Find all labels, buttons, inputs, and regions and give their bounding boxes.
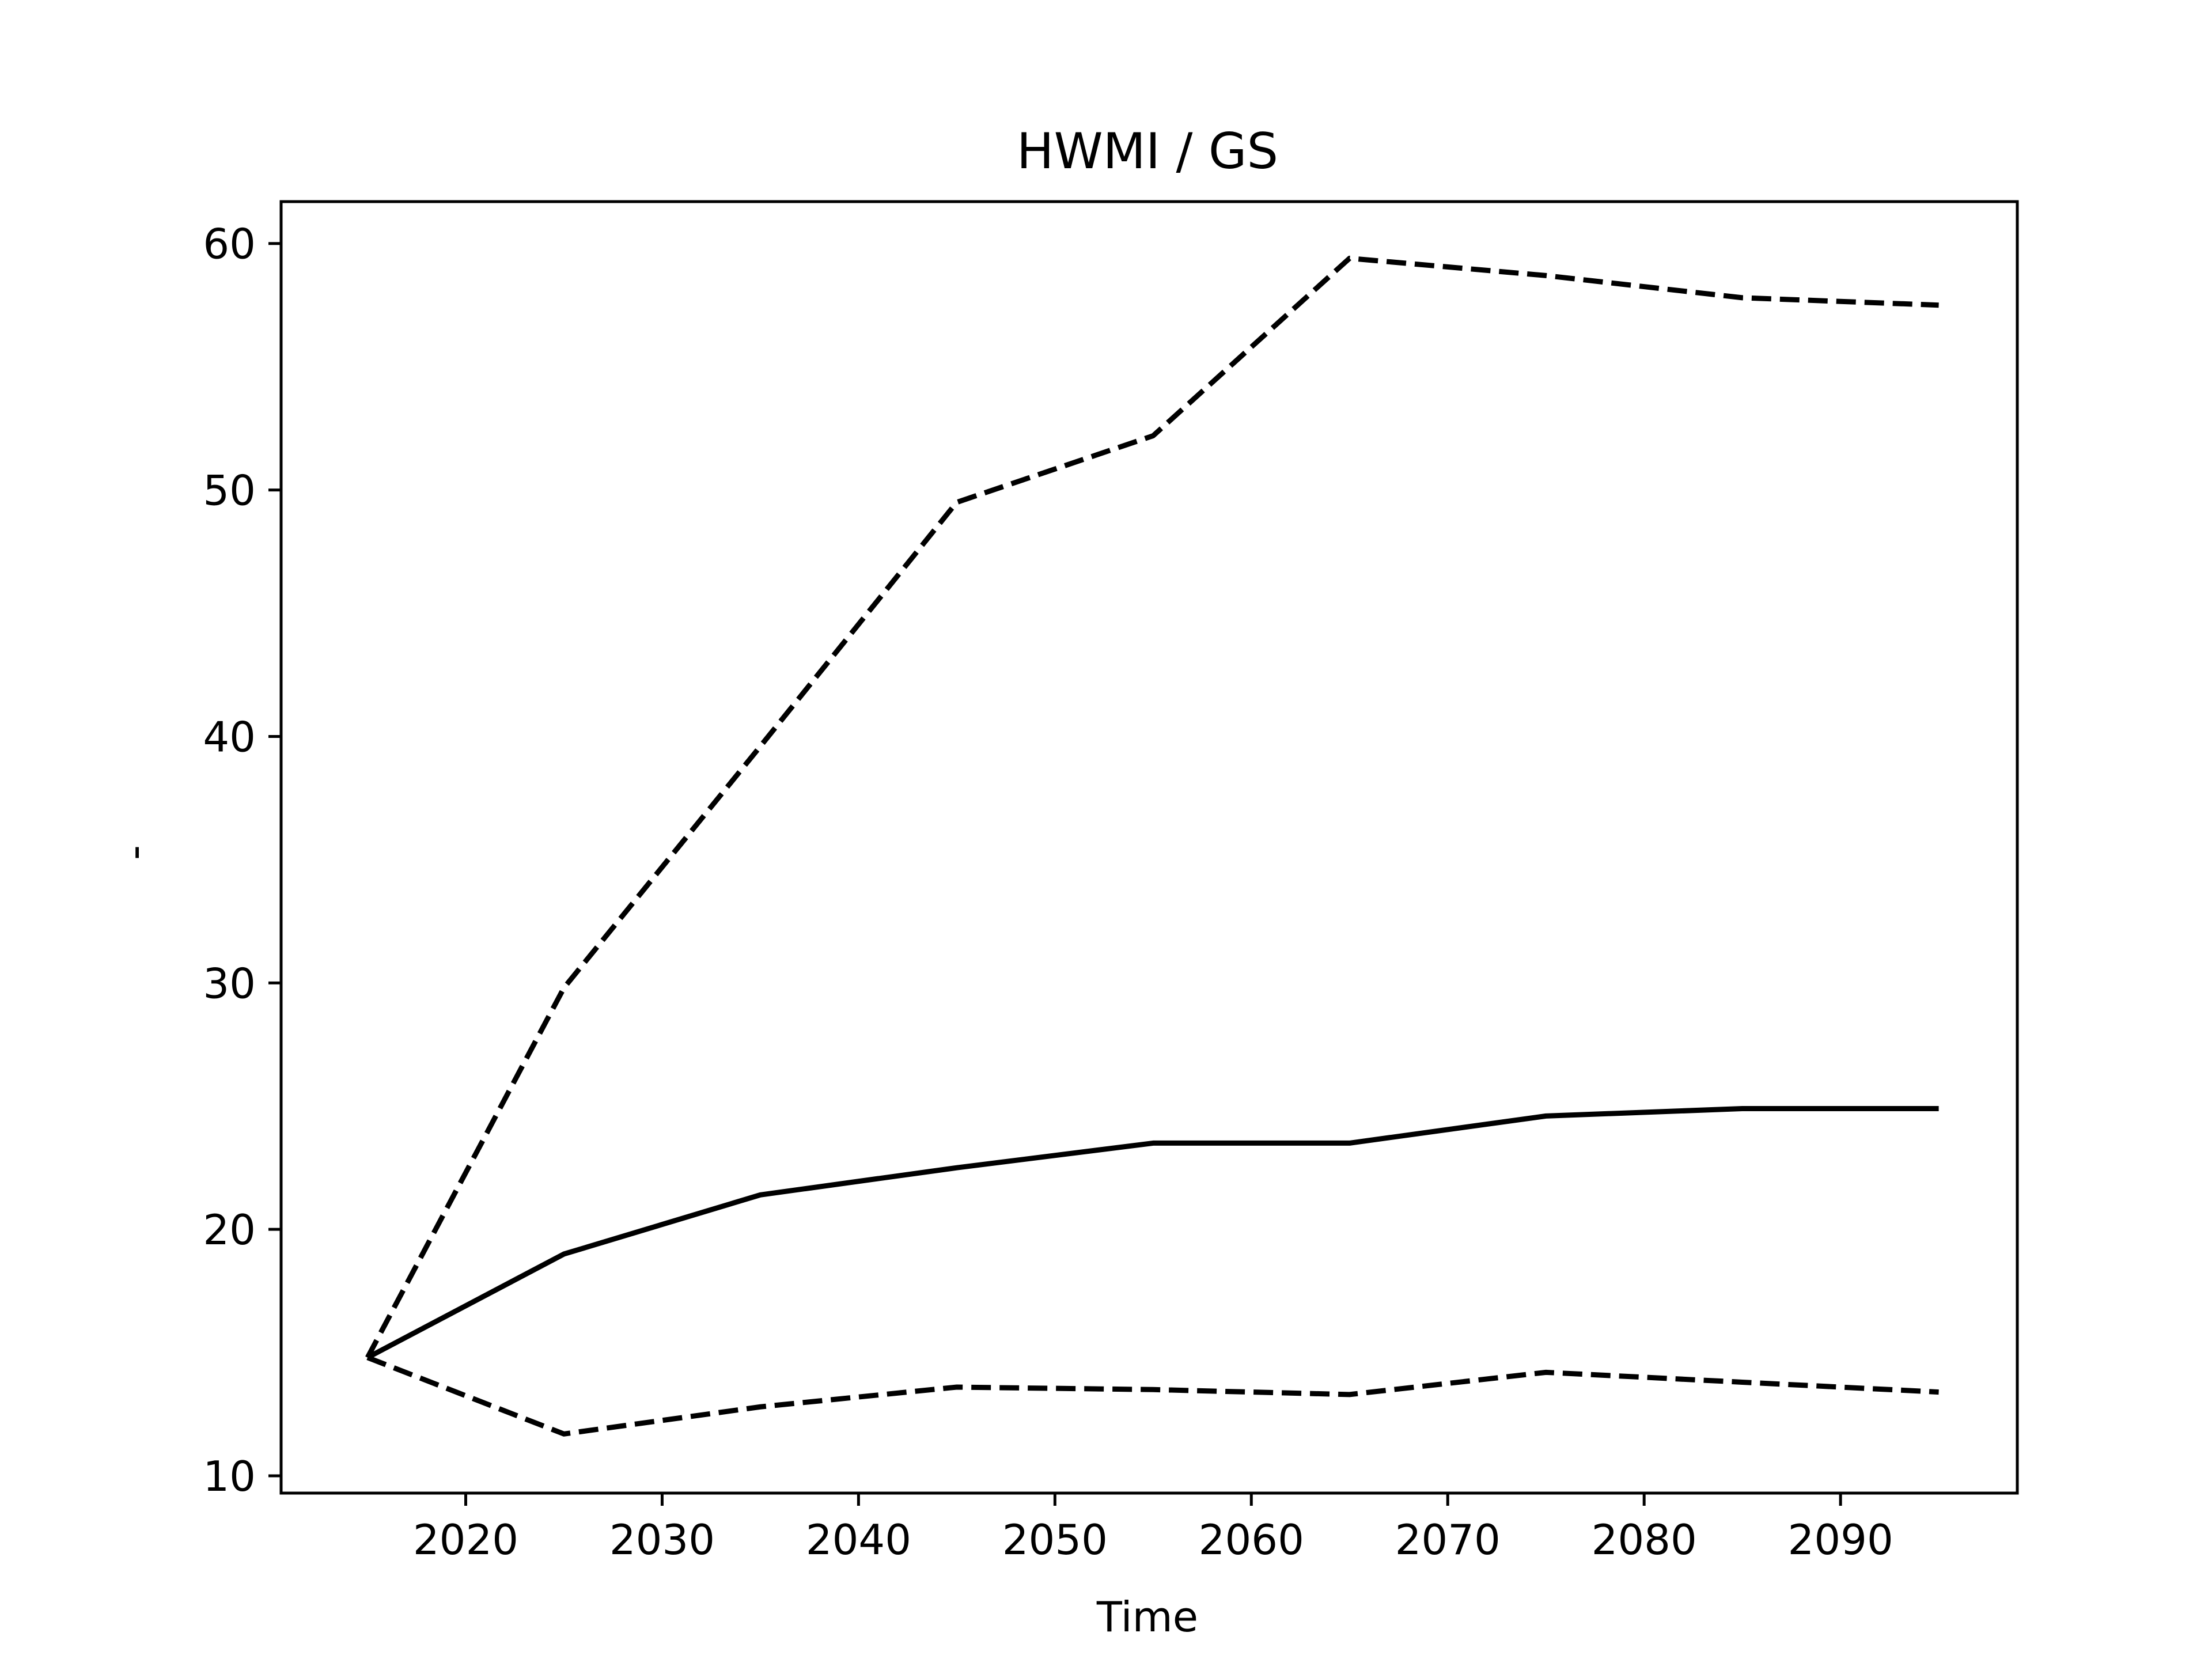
x-tick-label: 2030 bbox=[609, 1516, 715, 1564]
y-tick-label: 40 bbox=[203, 713, 256, 761]
lower-bound-line bbox=[366, 1355, 1939, 1437]
x-axis-label: Time bbox=[1096, 1593, 1198, 1641]
x-tick-label: 2090 bbox=[1788, 1516, 1893, 1564]
y-axis-label: - bbox=[110, 845, 158, 860]
x-tick-label: 2060 bbox=[1199, 1516, 1304, 1564]
upper-bound-line bbox=[365, 255, 1939, 1359]
y-tick-label: 60 bbox=[203, 220, 256, 268]
ticks-layer: 2020 2030 2040 2050 2060 2070 2080 209010203040… bbox=[203, 220, 1893, 1564]
y-tick-label: 30 bbox=[203, 959, 256, 1007]
x-tick-label: 2040 bbox=[806, 1516, 911, 1564]
median-line bbox=[366, 1106, 1939, 1360]
y-tick-label: 50 bbox=[203, 467, 256, 515]
x-tick-label: 2070 bbox=[1395, 1516, 1501, 1564]
series-layer bbox=[365, 255, 1939, 1437]
y-tick-label: 20 bbox=[203, 1206, 256, 1254]
x-tick-label: 2050 bbox=[1002, 1516, 1108, 1564]
chart-title: HWMI / GS bbox=[1017, 123, 1278, 180]
x-tick-label: 2080 bbox=[1592, 1516, 1697, 1564]
plot-area-frame bbox=[279, 200, 2019, 1495]
x-tick-label: 2020 bbox=[413, 1516, 518, 1564]
y-tick-label: 10 bbox=[203, 1452, 256, 1501]
